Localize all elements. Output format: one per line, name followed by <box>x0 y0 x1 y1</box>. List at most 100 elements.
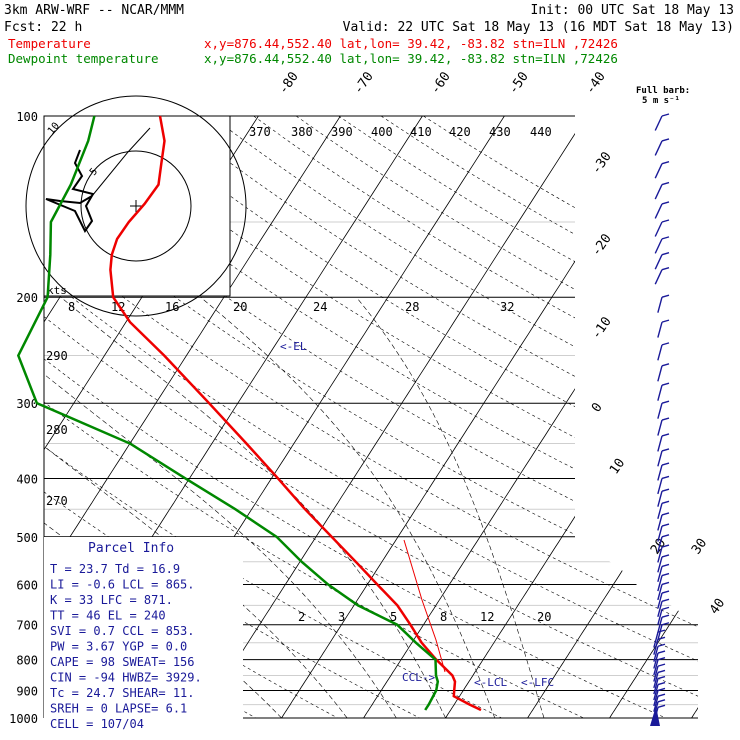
parcel-trace <box>403 539 446 673</box>
pressure-tick-label: 500 <box>16 531 38 545</box>
dry-adiabat <box>295 116 698 718</box>
pressure-tick-label: 800 <box>16 654 38 668</box>
wind-barb <box>657 609 663 626</box>
hodograph-ring <box>25 95 247 317</box>
dry-adiabat <box>126 116 698 718</box>
wind-barb-flag <box>657 650 666 654</box>
wind-barb-flag <box>657 681 666 686</box>
wind-barb <box>657 525 663 542</box>
wind-barb-flag <box>657 656 666 661</box>
wind-barb <box>653 678 659 695</box>
dry-adiabat <box>44 116 666 718</box>
wind-barb-flag <box>657 687 666 692</box>
mixing-ratio-label: 28 <box>405 300 419 314</box>
mixing-ratio-label: 32 <box>500 300 514 314</box>
wind-barb-flag <box>661 382 670 386</box>
mixing-ratio-label: 5 <box>390 610 397 624</box>
parcel-info-row: CAPE = 98 SWEAT= 156 <box>50 655 195 669</box>
mixing-ratio-label: 16 <box>165 300 179 314</box>
theta-label: 270 <box>46 494 68 508</box>
dry-adiabat <box>44 116 584 718</box>
wind-barb-flag <box>657 669 666 674</box>
wind-barb-flag <box>661 554 670 558</box>
wind-barb <box>654 140 663 156</box>
legend-dewpoint-label: Dewpoint temperature <box>8 51 159 66</box>
wind-barb-flag <box>657 663 666 667</box>
model-title: 3km ARW-WRF -- NCAR/MMM <box>4 3 184 18</box>
wind-barb-flag <box>661 475 670 480</box>
parcel-info-row: LI = -0.6 LCL = 865. <box>50 578 195 592</box>
wind-barb <box>657 464 663 481</box>
wind-barb <box>654 184 663 200</box>
wind-barb-flag <box>661 462 670 466</box>
theta-e-label: 420 <box>449 125 471 139</box>
wind-barb <box>657 419 663 436</box>
mixing-ratio-label: 12 <box>480 610 494 624</box>
parcel-info-row: CIN = -94 HWBZ= 3929. <box>50 671 202 685</box>
wind-barb <box>654 203 663 219</box>
dry-adiabat <box>44 116 698 718</box>
wind-barb <box>654 254 663 270</box>
isotherm-line <box>527 116 698 718</box>
theta-label: 290 <box>46 349 68 363</box>
wind-barbs <box>650 113 670 726</box>
pressure-tick-label: 700 <box>16 619 38 633</box>
mixing-ratio-label: 8 <box>440 610 447 624</box>
profile-lines <box>16 115 482 712</box>
isotherm-line <box>609 116 698 718</box>
parcel-info-row: SVI = 0.7 CCL = 853. <box>50 624 195 638</box>
isotherm-line <box>691 116 698 718</box>
el-marker: <-EL <box>280 340 307 353</box>
isotherm-label: -40 <box>583 69 609 97</box>
forecast-hour: Fcst: 22 h <box>4 20 82 35</box>
parcel-info-box: Parcel Info T = 23.7 Td = 16.9 LI = -0.6 … <box>44 537 243 731</box>
wind-barb <box>657 601 663 617</box>
wind-barb <box>657 297 663 313</box>
isotherm-label: -50 <box>506 69 532 97</box>
wind-barb-flag <box>661 236 670 240</box>
wind-barb-flag <box>661 181 670 186</box>
theta-e-label: 370 <box>249 125 271 139</box>
wind-barb-flag <box>661 614 670 618</box>
wind-barb-flag <box>661 433 670 437</box>
hodograph-trace <box>45 149 95 233</box>
wind-barb-flag <box>661 294 670 298</box>
ccl-marker: CCL-> <box>402 671 435 684</box>
isotherm-label: -10 <box>589 314 615 342</box>
wind-barb-flag <box>657 699 666 703</box>
hodograph-trace-upper <box>91 127 151 197</box>
parcel-info-row: CELL = 107/04 <box>50 717 144 731</box>
wind-barb <box>657 344 663 361</box>
legend-temperature-label: Temperature <box>8 36 91 51</box>
wind-barb <box>657 624 663 641</box>
wind-barb-flag <box>661 590 670 594</box>
isotherm-label: -70 <box>351 69 377 97</box>
lcl-marker: <-LCL <box>474 676 507 689</box>
dry-adiabat <box>44 116 698 718</box>
wind-barb-flag <box>661 598 670 602</box>
wind-barb-flag <box>657 629 666 633</box>
wind-barb <box>657 536 663 553</box>
moist-adiabat <box>356 297 545 718</box>
isotherm-line <box>445 116 698 718</box>
valid-time: Valid: 22 UTC Sat 18 May 13 (16 MDT Sat … <box>343 20 734 35</box>
pressure-tick-label: 600 <box>16 578 38 592</box>
wind-barb-flag <box>661 572 670 577</box>
parcel-info-row: Tc = 24.7 SHEAR= 11. <box>50 686 195 700</box>
dewpoint-line <box>16 115 440 711</box>
isotherm-line <box>0 116 12 718</box>
wind-barb-flag <box>657 643 666 647</box>
wind-barb <box>657 546 663 563</box>
wind-barb <box>657 435 663 452</box>
wind-barb <box>653 639 659 655</box>
legend-temperature-info: x,y=876.44,552.40 lat,lon= 39.42, -83.82… <box>204 36 618 51</box>
wind-barb <box>657 503 663 519</box>
isotherm-label: 20 <box>648 536 669 557</box>
mixing-ratio-label: 8 <box>68 300 75 314</box>
isotherm-line <box>199 116 587 718</box>
wind-barb <box>657 575 663 592</box>
isotherm-label: -30 <box>589 149 615 177</box>
wind-barb <box>654 238 663 254</box>
mixing-ratio-label: 24 <box>313 300 327 314</box>
